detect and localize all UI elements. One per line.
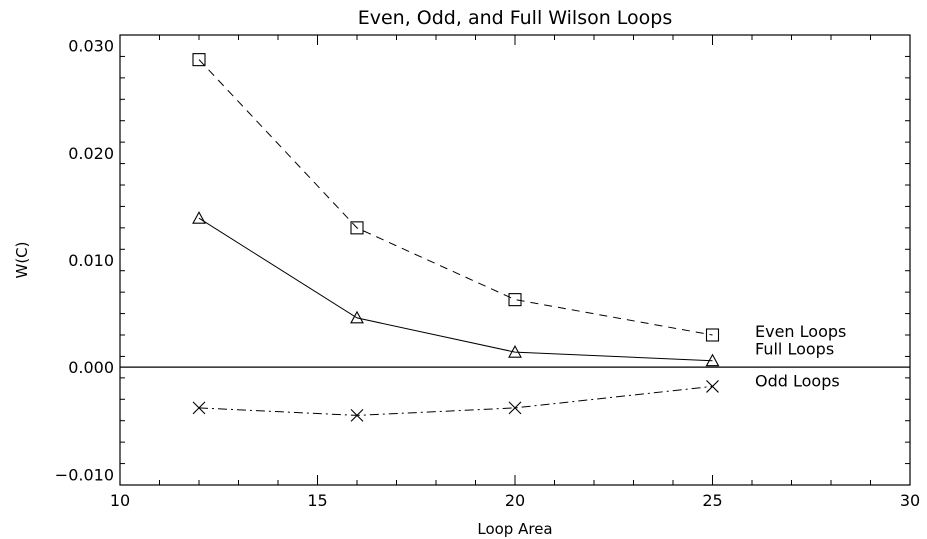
data-point — [508, 344, 522, 358]
y-tick-label: 0.030 — [68, 37, 114, 56]
series-odd-loops — [192, 380, 719, 422]
x-tick-label: 25 — [702, 491, 722, 510]
axis-tick-labels: 10 15 20 25 30 −0.010 0.000 0.010 0.020 0.030 — [55, 37, 920, 510]
data-point — [192, 211, 206, 224]
series-line — [198, 59, 713, 336]
data-point — [350, 408, 364, 422]
series-full-loops — [192, 211, 720, 367]
legend-label-full-loops: Full Loops — [755, 340, 834, 359]
legend-label-even-loops: Even Loops — [755, 322, 846, 341]
x-axis-label: Loop Area — [477, 520, 552, 538]
data-point — [508, 401, 522, 415]
chart-title: Even, Odd, and Full Wilson Loops — [358, 7, 673, 29]
y-tick-label: 0.000 — [68, 358, 114, 377]
series-line — [198, 385, 713, 416]
data-point — [705, 353, 720, 367]
x-tick-label: 20 — [505, 491, 525, 510]
series-layer — [192, 53, 720, 422]
data-point — [350, 310, 364, 324]
x-tick-label: 15 — [307, 491, 327, 510]
x-tick-label: 10 — [110, 491, 130, 510]
y-tick-label: 0.020 — [68, 144, 114, 163]
legend-label-odd-loops: Odd Loops — [755, 371, 840, 390]
plot-frame — [119, 34, 911, 486]
data-point — [706, 380, 719, 393]
series-even-loops — [192, 53, 720, 342]
y-axis-label: W(C) — [13, 241, 31, 278]
data-point — [350, 221, 364, 235]
y-tick-label: −0.010 — [55, 465, 114, 484]
data-point — [192, 401, 206, 415]
y-tick-label: 0.010 — [68, 251, 114, 270]
x-tick-label: 30 — [900, 491, 920, 510]
data-point — [508, 293, 522, 307]
axis-ticks — [119, 34, 911, 486]
data-point — [705, 328, 720, 342]
data-point — [192, 53, 206, 67]
series-line — [198, 217, 713, 362]
